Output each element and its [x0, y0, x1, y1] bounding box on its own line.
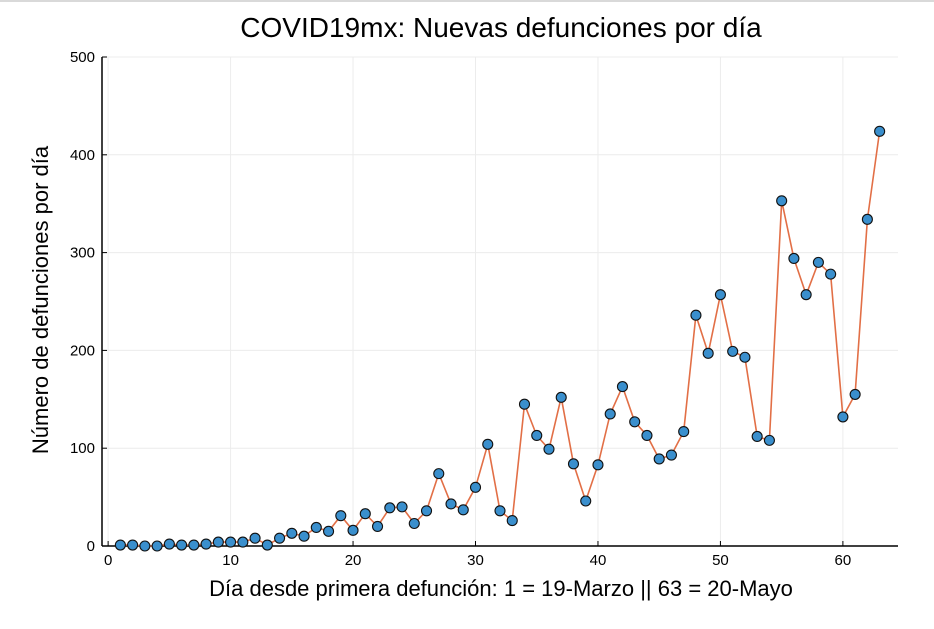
data-point	[739, 351, 751, 363]
data-point	[653, 453, 665, 465]
x-tick-label: 0	[104, 552, 112, 569]
top-border	[0, 0, 934, 2]
x-tick-label: 40	[590, 552, 607, 569]
data-point	[604, 408, 616, 420]
data-point	[776, 195, 788, 207]
data-point	[347, 524, 359, 536]
y-tick-label: 0	[87, 538, 95, 555]
y-tick-label: 300	[70, 245, 95, 262]
data-point	[849, 388, 861, 400]
data-point	[702, 347, 714, 359]
data-point	[616, 381, 629, 393]
data-point	[494, 505, 506, 517]
data-point	[274, 532, 286, 544]
data-point	[225, 536, 237, 548]
data-point	[641, 429, 653, 442]
data-point	[531, 429, 543, 442]
data-point	[788, 252, 800, 265]
x-tick-label: 60	[835, 552, 852, 569]
data-point	[163, 538, 175, 550]
x-axis-label: Día desde primera defunción: 1 = 19-Marz…	[209, 576, 793, 601]
data-point	[592, 459, 604, 471]
data-point	[482, 438, 494, 450]
ticks: 0 10 20 30 40 50 60 0 100 200 300 400 500	[70, 49, 851, 569]
data-point	[286, 527, 298, 539]
data-point	[261, 539, 273, 551]
chart-title: COVID19mx: Nuevas defunciones por día	[240, 12, 762, 43]
data-point	[384, 502, 396, 514]
data-point	[249, 532, 261, 544]
data-point	[825, 268, 837, 280]
data-point	[371, 520, 384, 532]
data-point	[763, 434, 775, 446]
data-point	[861, 213, 873, 225]
data-point	[714, 289, 726, 301]
data-point	[506, 515, 518, 527]
data-point	[396, 501, 408, 513]
data-point	[200, 538, 212, 550]
data-point	[445, 498, 457, 510]
x-tick-label: 10	[222, 552, 239, 569]
y-tick-label: 100	[70, 440, 95, 457]
data-point	[751, 430, 763, 443]
data-point	[543, 443, 555, 455]
data-point	[237, 536, 249, 548]
data-point	[433, 468, 445, 480]
data-point	[629, 416, 641, 428]
data-point	[555, 391, 567, 403]
data-point	[665, 449, 677, 461]
grid	[102, 56, 898, 547]
y-tick-label: 500	[70, 49, 95, 66]
y-tick-label: 400	[70, 147, 95, 164]
data-point	[176, 539, 188, 551]
data-point	[678, 426, 690, 438]
data-point	[335, 510, 347, 522]
data-point	[457, 504, 469, 516]
data-point	[837, 411, 849, 423]
data-point	[469, 481, 482, 493]
series-line	[120, 131, 881, 547]
data-point	[727, 345, 739, 357]
x-tick-label: 20	[345, 552, 362, 569]
data-point	[420, 505, 433, 517]
axes	[101, 56, 898, 547]
x-tick-label: 30	[467, 552, 484, 569]
series-deaths	[114, 125, 886, 552]
data-point	[690, 309, 702, 321]
data-point	[812, 256, 824, 268]
data-point	[408, 517, 420, 530]
data-point	[212, 536, 224, 548]
data-point	[127, 539, 139, 551]
data-point	[298, 530, 310, 542]
data-point	[580, 495, 592, 507]
data-point	[310, 521, 322, 533]
data-point	[359, 508, 371, 520]
data-point	[114, 539, 126, 551]
data-point	[874, 125, 886, 137]
data-point	[800, 289, 812, 301]
data-point	[151, 540, 163, 552]
x-tick-label: 50	[712, 552, 729, 569]
y-tick-label: 200	[70, 342, 95, 359]
data-point	[518, 398, 531, 410]
data-point	[567, 458, 580, 470]
data-point	[139, 540, 151, 552]
y-axis-label: Número de defunciones por día	[28, 145, 53, 454]
data-point	[323, 525, 335, 537]
data-point	[188, 539, 200, 551]
